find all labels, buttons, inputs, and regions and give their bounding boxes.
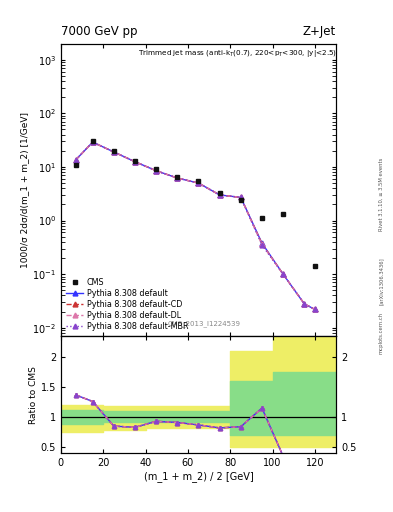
Pythia 8.308 default-DL bbox=[73, 157, 78, 163]
Pythia 8.308 default bbox=[73, 157, 78, 163]
Pythia 8.308 default bbox=[196, 180, 201, 186]
CMS bbox=[132, 158, 137, 164]
Pythia 8.308 default bbox=[302, 301, 307, 307]
Pythia 8.308 default bbox=[217, 192, 222, 198]
Pythia 8.308 default-CD bbox=[154, 167, 158, 174]
Pythia 8.308 default-CD bbox=[132, 159, 137, 165]
Text: Z+Jet: Z+Jet bbox=[303, 26, 336, 38]
Legend: CMS, Pythia 8.308 default, Pythia 8.308 default-CD, Pythia 8.308 default-DL, Pyt: CMS, Pythia 8.308 default, Pythia 8.308 … bbox=[63, 276, 191, 334]
CMS bbox=[154, 166, 158, 173]
CMS bbox=[281, 211, 285, 218]
Pythia 8.308 default-DL bbox=[239, 195, 243, 201]
Pythia 8.308 default bbox=[154, 167, 158, 174]
Pythia 8.308 default-CD bbox=[260, 241, 264, 247]
Pythia 8.308 default-CD bbox=[196, 180, 201, 186]
Text: mcplots.cern.ch: mcplots.cern.ch bbox=[379, 312, 384, 354]
Text: 7000 GeV pp: 7000 GeV pp bbox=[61, 26, 138, 38]
X-axis label: (m_1 + m_2) / 2 [GeV]: (m_1 + m_2) / 2 [GeV] bbox=[143, 471, 253, 482]
Pythia 8.308 default-CD bbox=[281, 271, 285, 277]
Pythia 8.308 default bbox=[90, 139, 95, 145]
Pythia 8.308 default-MBR bbox=[73, 157, 78, 163]
Pythia 8.308 default-MBR bbox=[239, 195, 243, 201]
Pythia 8.308 default-CD bbox=[239, 195, 243, 201]
Pythia 8.308 default-MBR bbox=[154, 167, 158, 174]
Pythia 8.308 default-DL bbox=[260, 241, 264, 247]
Pythia 8.308 default-DL bbox=[90, 139, 95, 145]
Pythia 8.308 default-DL bbox=[281, 271, 285, 277]
Text: CMS_2013_I1224539: CMS_2013_I1224539 bbox=[167, 321, 241, 327]
Pythia 8.308 default bbox=[175, 175, 180, 181]
Y-axis label: Ratio to CMS: Ratio to CMS bbox=[29, 366, 38, 423]
CMS bbox=[196, 178, 201, 184]
Pythia 8.308 default-MBR bbox=[196, 180, 201, 186]
Y-axis label: 1000/σ 2dσ/d(m_1 + m_2) [1/GeV]: 1000/σ 2dσ/d(m_1 + m_2) [1/GeV] bbox=[20, 112, 29, 268]
Pythia 8.308 default-CD bbox=[90, 139, 95, 145]
Pythia 8.308 default-MBR bbox=[217, 192, 222, 198]
CMS bbox=[260, 215, 264, 221]
Pythia 8.308 default-CD bbox=[175, 175, 180, 181]
Line: Pythia 8.308 default-DL: Pythia 8.308 default-DL bbox=[73, 140, 317, 312]
Pythia 8.308 default-DL bbox=[217, 192, 222, 198]
CMS bbox=[217, 190, 222, 197]
Pythia 8.308 default bbox=[112, 149, 116, 155]
CMS bbox=[239, 197, 243, 203]
Pythia 8.308 default-DL bbox=[112, 149, 116, 155]
Line: Pythia 8.308 default-CD: Pythia 8.308 default-CD bbox=[73, 140, 317, 312]
Text: Trimmed jet mass (anti-k$_T$(0.7), 220<p$_T$<300, |y|<2.5): Trimmed jet mass (anti-k$_T$(0.7), 220<p… bbox=[138, 48, 337, 59]
Pythia 8.308 default bbox=[132, 159, 137, 165]
Pythia 8.308 default-MBR bbox=[281, 271, 285, 277]
CMS bbox=[90, 138, 95, 144]
Pythia 8.308 default-CD bbox=[73, 157, 78, 163]
Pythia 8.308 default-MBR bbox=[112, 149, 116, 155]
Pythia 8.308 default bbox=[239, 195, 243, 201]
Line: Pythia 8.308 default: Pythia 8.308 default bbox=[73, 140, 317, 312]
Pythia 8.308 default-DL bbox=[302, 301, 307, 307]
Pythia 8.308 default-MBR bbox=[175, 175, 180, 181]
Pythia 8.308 default bbox=[312, 306, 317, 312]
Pythia 8.308 default-DL bbox=[175, 175, 180, 181]
Pythia 8.308 default bbox=[260, 240, 264, 246]
Pythia 8.308 default-MBR bbox=[260, 242, 264, 248]
Pythia 8.308 default-MBR bbox=[132, 159, 137, 165]
CMS bbox=[112, 147, 116, 154]
Pythia 8.308 default-DL bbox=[312, 306, 317, 312]
Pythia 8.308 default-DL bbox=[154, 167, 158, 174]
Pythia 8.308 default-DL bbox=[196, 180, 201, 186]
Pythia 8.308 default-CD bbox=[217, 192, 222, 198]
Text: [arXiv:1306.3436]: [arXiv:1306.3436] bbox=[379, 258, 384, 306]
CMS bbox=[175, 174, 180, 180]
Pythia 8.308 default-MBR bbox=[90, 139, 95, 145]
CMS bbox=[73, 162, 78, 168]
Pythia 8.308 default-MBR bbox=[302, 301, 307, 307]
CMS bbox=[312, 263, 317, 269]
Pythia 8.308 default-CD bbox=[302, 301, 307, 307]
Pythia 8.308 default-CD bbox=[112, 149, 116, 155]
Pythia 8.308 default bbox=[281, 271, 285, 277]
Line: Pythia 8.308 default-MBR: Pythia 8.308 default-MBR bbox=[73, 140, 317, 312]
Line: CMS: CMS bbox=[73, 139, 317, 269]
Pythia 8.308 default-MBR bbox=[312, 306, 317, 312]
Text: Rivet 3.1.10, ≥ 3.5M events: Rivet 3.1.10, ≥ 3.5M events bbox=[379, 158, 384, 231]
Pythia 8.308 default-CD bbox=[312, 306, 317, 312]
Pythia 8.308 default-DL bbox=[132, 159, 137, 165]
